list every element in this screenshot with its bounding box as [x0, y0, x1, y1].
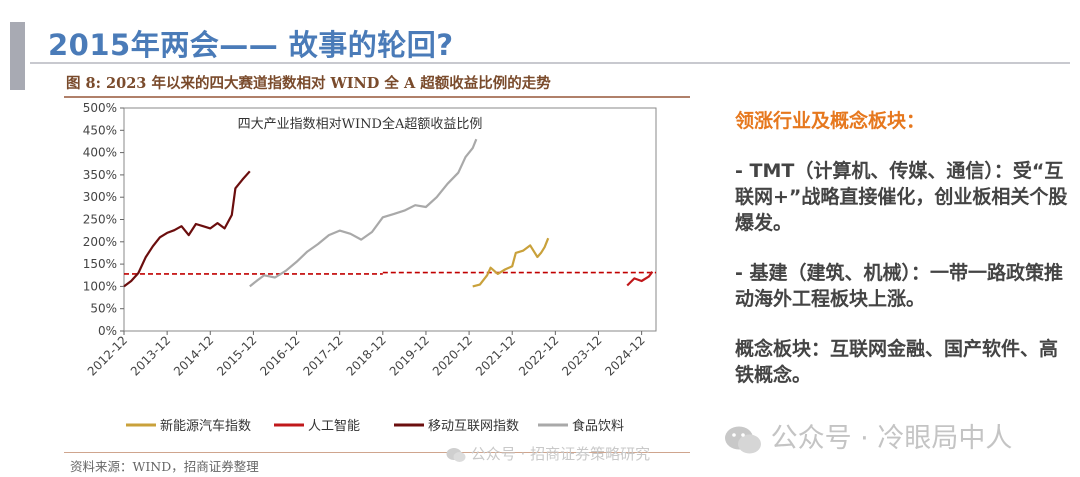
- series-line-0: [472, 237, 550, 288]
- y-tick-label: 200%: [83, 235, 117, 249]
- y-tick-label: 350%: [83, 168, 117, 182]
- watermark-small: 公众号 · 招商证券策略研究: [446, 443, 650, 464]
- x-tick-label: 2012-12: [85, 333, 130, 378]
- panel-item-concepts: 概念板块：互联网金融、国产软件、高铁概念。: [735, 338, 1059, 386]
- legend-label: 移动互联网指数: [428, 419, 519, 434]
- figure-title: 图 8: 2023 年以来的四大赛道指数相对 WIND 全 A 超额收益比例的走…: [66, 75, 551, 92]
- x-tick-label: 2021-12: [473, 333, 518, 378]
- x-tick-label: 2018-12: [344, 333, 389, 378]
- legend-label: 食品饮料: [572, 418, 624, 434]
- watermark-small-text: 公众号 · 招商证券策略研究: [470, 445, 651, 463]
- watermark-big: 公众号 · 冷眼局中人: [724, 416, 1012, 455]
- commentary-panel: 领涨行业及概念板块： - TMT（计算机、传媒、通信）：受“互联网+”战略直接催…: [735, 108, 1070, 412]
- x-tick-label: 2024-12: [602, 333, 647, 378]
- y-tick-label: 50%: [90, 302, 117, 316]
- y-tick-label: 0%: [98, 324, 117, 338]
- source-rule: [64, 452, 690, 453]
- watermark-big-text: 公众号 · 冷眼局中人: [770, 423, 1013, 454]
- y-tick-label: 150%: [83, 257, 117, 271]
- page-title: 2015年两会—— 故事的轮回?: [48, 28, 454, 62]
- x-tick-label: 2023-12: [559, 333, 604, 378]
- y-tick-label: 250%: [83, 213, 117, 227]
- wechat-icon: [725, 426, 761, 453]
- y-tick-label: 300%: [83, 190, 117, 204]
- series-line-3: [249, 138, 478, 288]
- panel-item-infrastructure: - 基建（建筑、机械）：一带一路政策推动海外工程板块上涨。: [735, 262, 1064, 310]
- plot-frame: [123, 107, 657, 332]
- panel-item-tmt: - TMT（计算机、传媒、通信）：受“互联网+”战略直接催化，创业板相关个股爆发…: [735, 160, 1068, 234]
- x-tick-label: 2016-12: [257, 333, 302, 378]
- y-tick-label: 500%: [83, 101, 117, 115]
- x-tick-label: 2022-12: [516, 333, 561, 378]
- legend-label: 新能源汽车指数: [160, 418, 251, 434]
- figure-title-rule: [64, 96, 690, 98]
- line-chart: 四大产业指数相对WIND全A超额收益比例 0% 50% 100% 150% 200% 250…: [83, 101, 657, 434]
- x-tick-label: 2017-12: [300, 333, 345, 378]
- x-tick-label: 2019-12: [387, 333, 432, 378]
- wechat-icon: [446, 447, 466, 462]
- title-divider: [30, 62, 1070, 64]
- y-tick-label: 100%: [83, 279, 117, 293]
- x-tick-label: 2015-12: [214, 333, 259, 378]
- title-accent-bar: [10, 22, 25, 90]
- series-line-2: [123, 170, 251, 288]
- figure-source: 资料来源：WIND，招商证券整理: [70, 459, 259, 474]
- x-tick-label: 2020-12: [430, 333, 475, 378]
- panel-heading: 领涨行业及概念板块：: [735, 110, 926, 132]
- x-tick-label: 2013-12: [128, 333, 173, 378]
- series-line-1: [626, 271, 654, 287]
- legend-label: 人工智能: [308, 419, 360, 434]
- y-tick-label: 450%: [83, 123, 117, 137]
- y-tick-label: 400%: [83, 146, 117, 160]
- x-tick-label: 2014-12: [171, 333, 216, 378]
- chart-inner-title: 四大产业指数相对WIND全A超额收益比例: [238, 116, 483, 132]
